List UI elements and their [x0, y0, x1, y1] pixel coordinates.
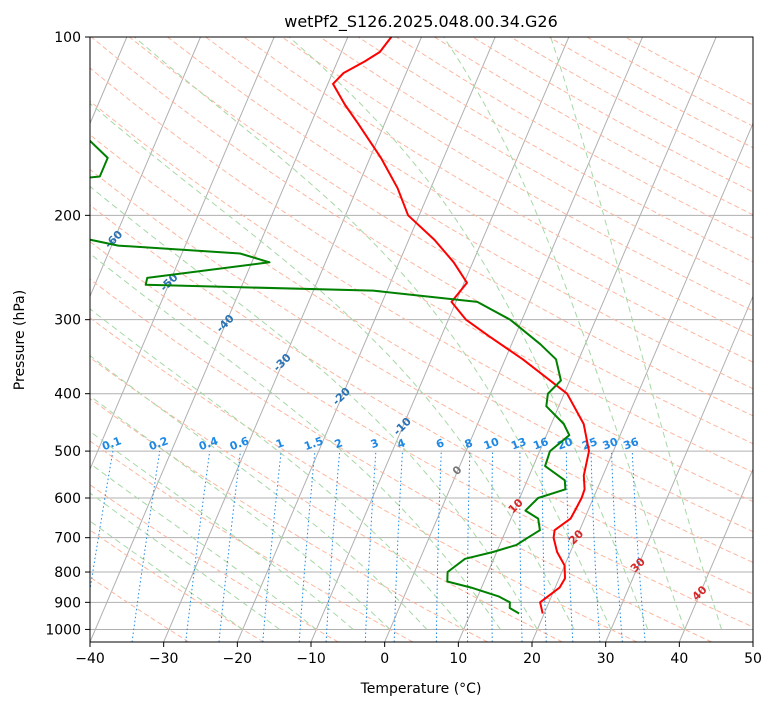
dry-adiabat-line	[243, 37, 753, 337]
isotherm-line	[90, 37, 349, 642]
y-tick-label: 200	[54, 208, 81, 224]
mixing-ratio-label: 2	[333, 436, 345, 451]
dry-adiabat-line	[90, 204, 753, 595]
isotherm-line	[90, 37, 275, 471]
isotherm-line	[457, 37, 717, 642]
mixing-ratio-label: 3	[369, 436, 381, 451]
moist-adiabat-line	[90, 185, 538, 630]
moist-adiabat-line	[550, 37, 722, 630]
y-tick-label: 100	[54, 30, 81, 46]
mixing-ratio-line	[185, 451, 211, 642]
axis-ticks: −40 −30 −20 −10 0 10 20 30 40 5010020030040050060…	[45, 30, 762, 667]
x-tick-label: 30	[597, 651, 615, 667]
dry-adiabat-line	[90, 134, 753, 533]
y-tick-label: 300	[54, 313, 81, 329]
moist-adiabat-line	[90, 395, 391, 630]
dry-adiabat-line	[90, 529, 264, 642]
dry-adiabat-line	[90, 67, 753, 473]
dry-adiabat-line	[167, 37, 753, 390]
x-tick-label: −10	[296, 651, 326, 667]
mixing-ratio-label: 10	[482, 435, 501, 453]
mixing-ratio-line	[131, 451, 161, 642]
mixing-ratio-line	[262, 451, 282, 642]
mixing-ratio-label: 13	[509, 435, 528, 452]
isotherm-line	[236, 37, 496, 642]
dry-adiabat-line	[90, 397, 488, 642]
x-tick-label: 50	[744, 651, 762, 667]
y-tick-label: 700	[54, 531, 81, 547]
background-lines	[90, 37, 753, 642]
mixing-ratio-line	[218, 451, 241, 642]
chart-title: wetPf2_S126.2025.048.00.34.G26	[284, 12, 558, 32]
dry-adiabat-line	[90, 100, 753, 503]
dry-adiabat-line	[90, 241, 753, 628]
mixing-ratio-label: 0.4	[197, 434, 220, 453]
dry-adiabat-line	[90, 440, 414, 642]
mixing-ratio-label: 0.6	[228, 434, 251, 453]
mixing-ratio-label: 20	[556, 435, 575, 453]
moist-adiabat-line	[90, 308, 465, 630]
y-axis-label: Pressure (hPa)	[12, 290, 28, 390]
isotherm-line	[678, 467, 753, 642]
mixing-ratio-label: 30	[601, 435, 620, 453]
moist-adiabat-line	[443, 37, 686, 630]
moist-adiabat-line	[90, 492, 280, 630]
dry-adiabat-line	[90, 356, 563, 642]
isotherm-line	[90, 37, 201, 298]
x-tick-label: −40	[75, 651, 105, 667]
mixing-ratio-label: 1	[274, 436, 286, 451]
dry-adiabat-line	[90, 278, 712, 642]
mixing-ratio-line	[298, 451, 316, 642]
isotherm-line	[531, 122, 753, 642]
x-tick-label: −30	[149, 651, 179, 667]
mixing-ratio-label: 36	[622, 435, 641, 453]
dry-adiabat-line	[281, 37, 753, 312]
y-tick-label: 500	[54, 444, 81, 460]
x-tick-label: 40	[670, 651, 688, 667]
dry-adiabat-line	[90, 317, 638, 642]
moist-adiabat-line	[288, 37, 649, 630]
moist-adiabat-line	[134, 37, 612, 630]
mixing-ratio-label: 8	[463, 436, 475, 451]
sounding-profiles	[90, 37, 590, 615]
moist-adiabat-line	[90, 102, 575, 630]
mixing-ratio-label: 1.5	[302, 434, 325, 453]
isotherm-line	[384, 37, 643, 642]
y-tick-label: 600	[54, 491, 81, 507]
x-tick-label: 0	[380, 651, 389, 667]
isotherm-line	[163, 37, 422, 642]
moist-adiabat-line	[90, 462, 317, 630]
x-axis-label: Temperature (°C)	[360, 681, 482, 697]
plot-frame	[89, 36, 754, 643]
mixing-ratio-label: 0.2	[147, 434, 170, 453]
mixing-ratio-label: 6	[434, 436, 446, 451]
moist-adiabat-line	[90, 355, 428, 630]
dry-adiabat-line	[90, 484, 339, 642]
mixing-ratio-label: 16	[531, 435, 550, 453]
y-tick-label: 900	[54, 595, 81, 611]
y-tick-label: 400	[54, 387, 81, 403]
sounding-line	[90, 139, 571, 615]
mixing-ratio-line	[90, 451, 114, 593]
y-tick-label: 1000	[45, 622, 81, 638]
x-tick-label: 20	[523, 651, 541, 667]
isotherm-line	[605, 295, 753, 642]
mixing-ratio-label: 25	[580, 435, 599, 452]
mixing-ratio-label: 4	[395, 436, 407, 451]
x-tick-label: 10	[449, 651, 467, 667]
y-tick-label: 800	[54, 565, 81, 581]
moist-adiabat-line	[90, 430, 354, 630]
sounding-line	[332, 37, 590, 614]
mixing-ratio-line	[631, 451, 646, 642]
x-tick-label: −20	[223, 651, 253, 667]
dry-adiabat-line	[205, 37, 753, 363]
mixing-ratio-label: 0.1	[100, 434, 123, 453]
moist-adiabat-line	[90, 520, 243, 630]
